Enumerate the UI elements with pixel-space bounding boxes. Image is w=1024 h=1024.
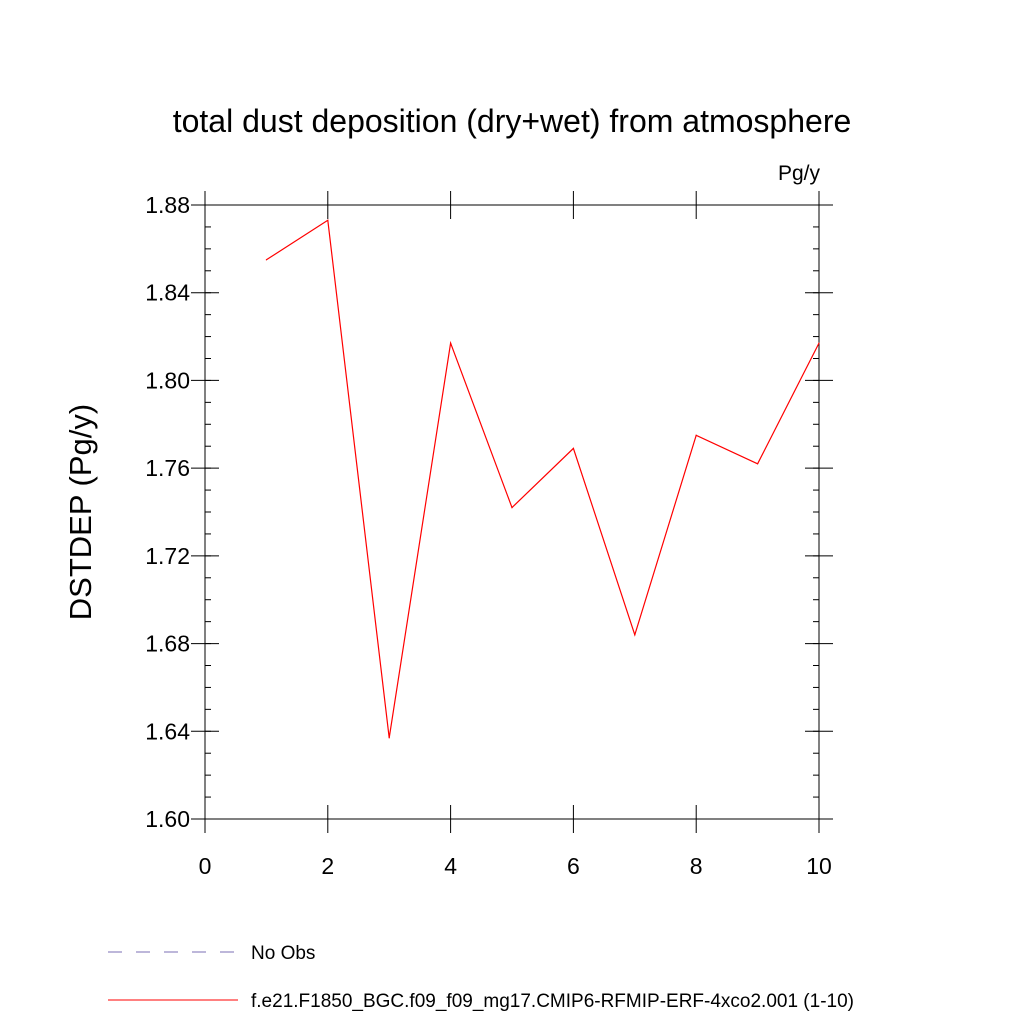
legend: No Obs f.e21.F1850_BGC.f09_f09_mg17.CMIP… <box>108 943 854 1012</box>
data-point <box>572 447 575 450</box>
y-tick-label: 1.84 <box>145 280 190 306</box>
y-axis-ticks: 1.60 1.64 1.68 1.72 1.76 1.80 1.84 1.88 <box>145 192 833 832</box>
data-point <box>327 219 329 221</box>
data-point <box>695 434 697 436</box>
y-tick-label: 1.88 <box>145 192 190 218</box>
data-point <box>265 259 267 261</box>
minor-ticks <box>205 204 819 820</box>
y-axis-label: DSTDEP (Pg/y) <box>63 404 98 620</box>
data-point <box>818 342 820 344</box>
data-point <box>757 463 759 465</box>
data-point <box>634 634 636 636</box>
x-tick-label: 4 <box>444 853 457 879</box>
data-point <box>388 737 390 739</box>
x-tick-label: 6 <box>567 853 580 879</box>
x-tick-label: 0 <box>199 853 212 879</box>
chart-title: total dust deposition (dry+wet) from atm… <box>173 103 852 139</box>
legend-label-model-run: f.e21.F1850_BGC.f09_f09_mg17.CMIP6-RFMIP… <box>251 991 854 1012</box>
x-tick-label: 10 <box>806 853 832 879</box>
series-line <box>266 219 820 738</box>
series-layer <box>265 219 820 739</box>
y-tick-label: 1.60 <box>145 806 190 832</box>
data-point <box>450 342 452 344</box>
legend-label-no-obs: No Obs <box>251 943 315 964</box>
y-tick-label: 1.68 <box>145 631 190 657</box>
y-tick-label: 1.80 <box>145 367 190 393</box>
x-tick-label: 8 <box>690 853 703 879</box>
data-point <box>511 507 513 509</box>
plot-frame <box>204 204 820 820</box>
y-tick-label: 1.64 <box>145 718 190 744</box>
x-tick-label: 2 <box>321 853 334 879</box>
y-tick-label: 1.76 <box>145 455 190 481</box>
units-label: Pg/y <box>778 162 821 185</box>
y-tick-label: 1.72 <box>145 543 190 569</box>
x-axis-ticks: 0 2 4 6 8 10 <box>199 191 832 879</box>
